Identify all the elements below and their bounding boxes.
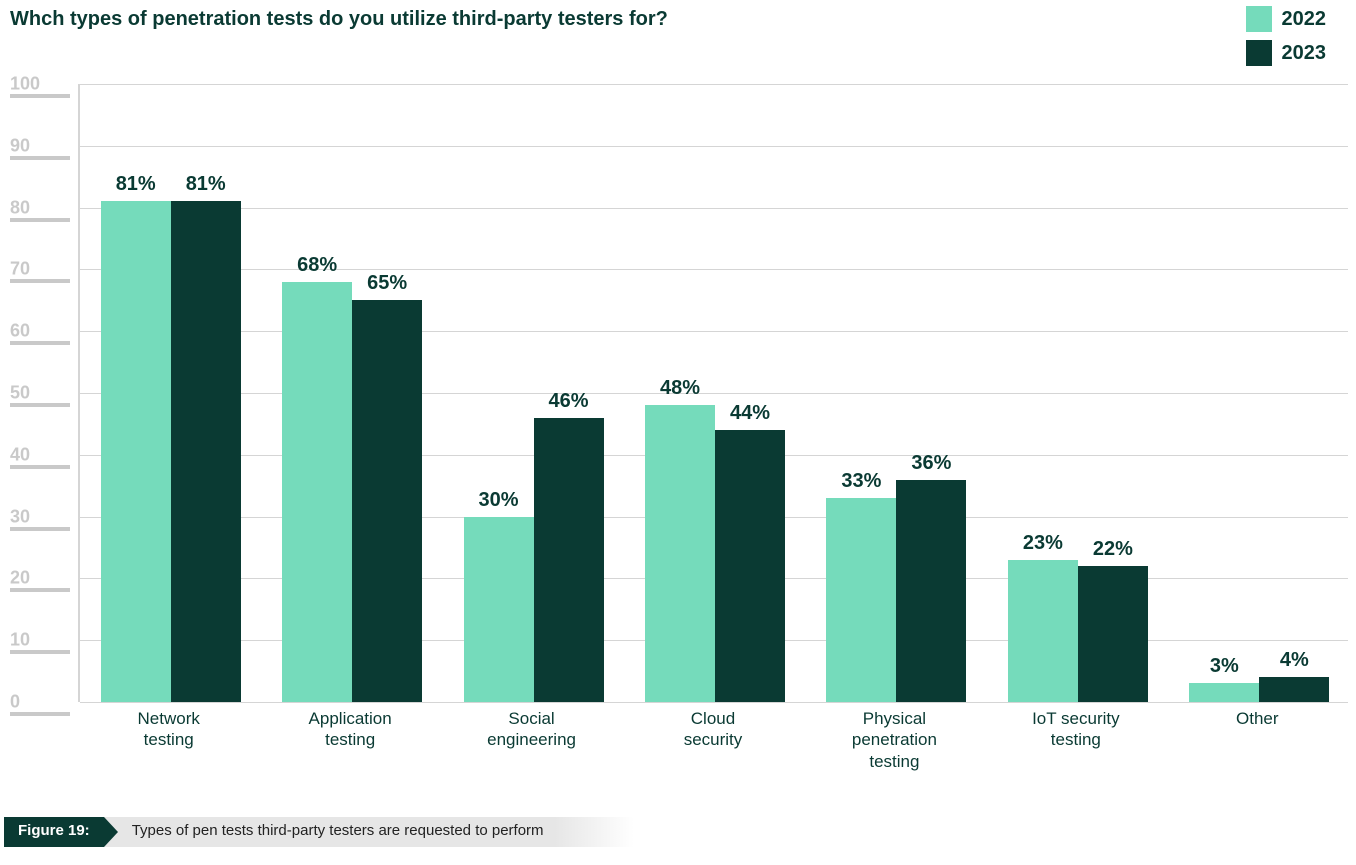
plot-area: 81%81%68%65%30%46%48%44%33%36%23%22%3%4% (78, 84, 1348, 702)
category-group: 81%81% (81, 201, 261, 702)
bar-value-label: 44% (715, 402, 785, 425)
y-axis-tick-label: 60 (10, 321, 70, 342)
category-group: 68%65% (262, 282, 442, 702)
gridline (80, 269, 1348, 270)
bar: 48% (645, 405, 715, 702)
figure-caption: Figure 19: Types of pen tests third-part… (4, 817, 634, 847)
bar-chart: 81%81%68%65%30%46%48%44%33%36%23%22%3%4%… (0, 84, 1356, 734)
legend-item: 2023 (1246, 40, 1327, 66)
y-axis-tick-label: 40 (10, 444, 70, 465)
y-axis-tick-mark (10, 712, 70, 716)
y-axis-tick-label: 70 (10, 259, 70, 280)
legend-swatch (1246, 40, 1272, 66)
bar: 44% (715, 430, 785, 702)
category-group: 30%46% (444, 418, 624, 702)
y-axis-tick-mark (10, 403, 70, 407)
figure-number: Figure 19: (4, 817, 104, 847)
bar-value-label: 48% (645, 377, 715, 400)
bar-value-label: 3% (1189, 655, 1259, 678)
bar: 68% (282, 282, 352, 702)
bar-value-label: 33% (826, 470, 896, 493)
y-axis-tick-mark (10, 588, 70, 592)
bar: 33% (826, 498, 896, 702)
y-axis-tick-label: 0 (10, 692, 70, 713)
bar: 30% (464, 517, 534, 702)
bar: 65% (352, 300, 422, 702)
x-axis-tick-label: Socialengineering (442, 708, 622, 751)
y-axis-tick-mark (10, 341, 70, 345)
y-axis-tick-label: 90 (10, 135, 70, 156)
y-axis-tick-mark (10, 156, 70, 160)
bar-value-label: 4% (1259, 649, 1329, 672)
gridline (80, 84, 1348, 85)
x-axis-tick-label: Physicalpenetrationtesting (804, 708, 984, 772)
category-group: 48%44% (625, 405, 805, 702)
y-axis-tick-label: 50 (10, 383, 70, 404)
bar-value-label: 81% (171, 173, 241, 196)
legend-swatch (1246, 6, 1272, 32)
y-axis-tick-mark (10, 94, 70, 98)
y-axis-tick-mark (10, 279, 70, 283)
y-axis-tick-label: 80 (10, 197, 70, 218)
y-axis-tick-label: 100 (10, 74, 70, 95)
legend-label: 2023 (1282, 42, 1327, 65)
y-axis-tick-mark (10, 650, 70, 654)
bar: 36% (896, 480, 966, 702)
x-axis-tick-label: IoT securitytesting (986, 708, 1166, 751)
bar: 23% (1008, 560, 1078, 702)
gridline (80, 146, 1348, 147)
y-axis-tick-mark (10, 465, 70, 469)
bar: 22% (1078, 566, 1148, 702)
y-axis-tick-mark (10, 218, 70, 222)
bar-value-label: 46% (534, 390, 604, 413)
bar: 46% (534, 418, 604, 702)
bar-value-label: 30% (464, 489, 534, 512)
x-axis-tick-label: Cloudsecurity (623, 708, 803, 751)
y-axis-tick-label: 10 (10, 630, 70, 651)
bar: 81% (171, 201, 241, 702)
legend-label: 2022 (1282, 8, 1327, 31)
bar: 3% (1189, 683, 1259, 702)
category-group: 23%22% (988, 560, 1168, 702)
bar-value-label: 23% (1008, 532, 1078, 555)
bar-value-label: 36% (896, 452, 966, 475)
x-axis-tick-label: Applicationtesting (260, 708, 440, 751)
bar-value-label: 81% (101, 173, 171, 196)
figure-caption-text: Types of pen tests third-party testers a… (104, 817, 634, 847)
legend-item: 2022 (1246, 6, 1327, 32)
bar: 81% (101, 201, 171, 702)
x-axis-tick-label: Other (1167, 708, 1347, 729)
legend: 2022 2023 (1246, 6, 1327, 74)
bar-value-label: 22% (1078, 538, 1148, 561)
gridline (80, 208, 1348, 209)
bar-value-label: 68% (282, 254, 352, 277)
category-group: 33%36% (806, 480, 986, 702)
x-axis-tick-label: Networktesting (79, 708, 259, 751)
y-axis-tick-label: 30 (10, 506, 70, 527)
bar: 4% (1259, 677, 1329, 702)
gridline (80, 702, 1348, 703)
chart-title: Whch types of penetration tests do you u… (10, 8, 668, 31)
y-axis-tick-mark (10, 527, 70, 531)
category-group: 3%4% (1169, 677, 1349, 702)
bar-value-label: 65% (352, 272, 422, 295)
y-axis-tick-label: 20 (10, 568, 70, 589)
